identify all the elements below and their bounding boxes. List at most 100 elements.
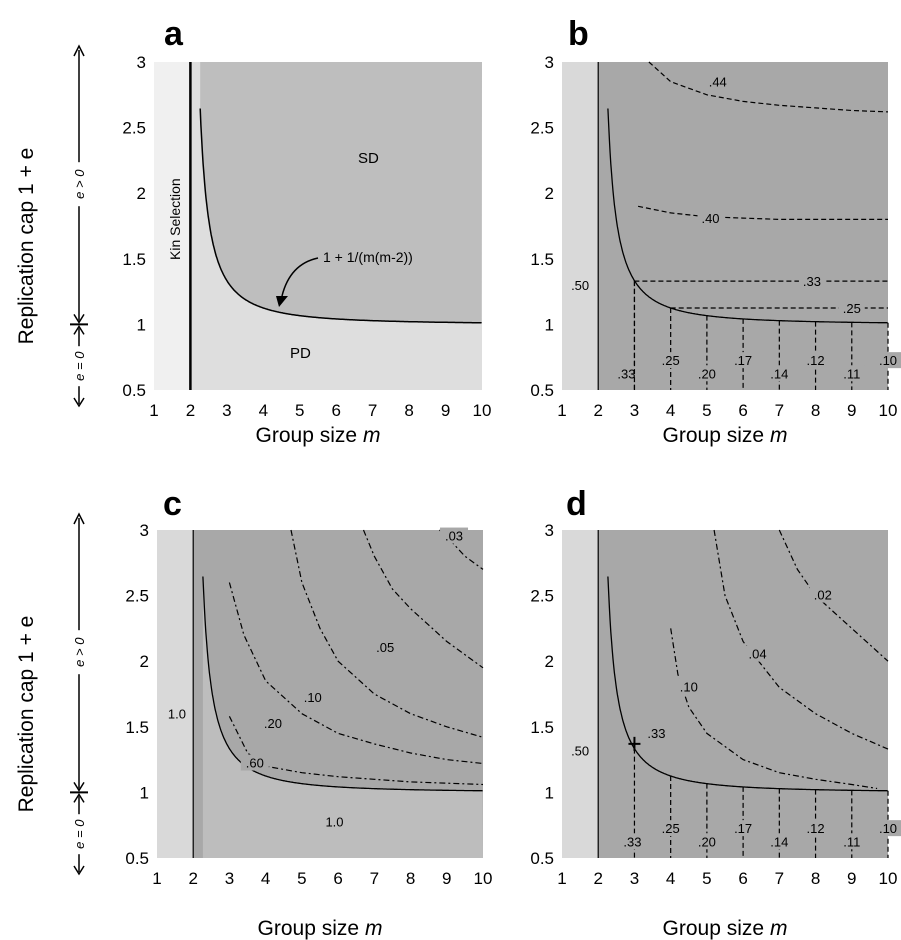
x-tick-label: 5 [297,869,306,888]
x-tick-label: 3 [630,869,639,888]
vertical-label-bg [730,352,757,369]
x-tick-label: 5 [702,869,711,888]
y-tick-label: 2 [137,184,146,203]
contour-label-bg [744,645,771,662]
x-tick-label: 1 [149,401,158,420]
contour-label-bg [440,527,469,544]
y-tick-label: 2.5 [125,587,149,606]
panel-label-d: d [566,485,587,523]
contour-label: .03 [445,529,463,544]
boundary-curve-b [607,108,888,324]
contour-label-bg [258,715,287,732]
plot-d-background [562,530,888,858]
formula-arrow-head [276,296,288,307]
x-tick-label: 4 [666,869,675,888]
x-tick-label: 8 [404,401,413,420]
x-tick-label: 9 [441,401,450,420]
lower-region-label: 1.0 [325,814,343,829]
x-tick-label: 1 [557,401,566,420]
x-tick-label: 3 [222,401,231,420]
x-tick-label: 2 [593,401,602,420]
contour-label-bg [798,273,825,290]
panel-d: .10.04.02.33.25.20.17.14.12.11.10.33.50 … [530,485,901,940]
y-tick-label: 2.5 [530,119,554,138]
x-tick-label: 6 [738,869,747,888]
y-tick-label: 0.5 [530,849,554,868]
vertical-label: .14 [770,366,788,381]
lower-region-c [202,576,483,858]
contour-label-bg [298,688,327,705]
regime-label-bg [71,630,87,675]
vertical-label-bg [875,820,901,837]
regime-label-bg [71,162,87,207]
panel-label-c: c [163,485,182,523]
vertical-label: .25 [662,821,680,836]
left-region-label: .50 [571,743,589,758]
contour-line [228,582,484,765]
x-tick-label: 5 [702,401,711,420]
boundary-curve [199,108,482,324]
vertical-label-bg [657,352,684,369]
left-region-d [562,530,599,858]
vertical-label: .33 [623,834,641,849]
contour-line [228,716,484,786]
y-tick-label: 1.5 [125,718,149,737]
vertical-label-bg [619,833,646,850]
y-tick-label: 3 [140,521,149,540]
regime-label-upper: e > 0 [72,169,87,199]
y-tick-label: 0.5 [125,849,149,868]
contour-label-bg [838,300,865,316]
x-tick-label: 3 [630,401,639,420]
vertical-label: .20 [698,834,716,849]
contours-b: .44 .40 .33 .25 .33 .25 .20 .17 .14 .12 .11 .10 .50 [571,61,901,390]
contour-label: .05 [376,640,394,655]
y-tick-label: 2 [140,652,149,671]
panel-a: a SD PD Kin Selection 1 + 1/(m(m-2)) 1 2 3… [122,15,491,447]
x-tick-label: 10 [473,401,492,420]
x-tick-label: 5 [295,401,304,420]
x-tick-label: 7 [775,869,784,888]
contour-label-bg [704,73,731,90]
left-region-label: 1.0 [168,707,186,722]
x-tick-label: 3 [225,869,234,888]
x-tick-label: 9 [847,401,856,420]
y-tick-label: 1 [545,783,554,802]
vertical-label-bg [875,352,901,369]
x-axis-label-d: Group size m [663,917,788,940]
x-tick-label: 1 [557,869,566,888]
contour-label-bg [675,678,702,695]
regime-arrow-upper-head [73,512,85,525]
kin-selection-region [154,62,191,390]
region-label-sd: SD [358,150,379,167]
contour-label-bg [809,586,836,603]
x-tick-label: 10 [474,869,493,888]
x-tick-label: 6 [331,401,340,420]
vertical-label: .20 [698,366,716,381]
regime-arrow-lower-head [73,865,85,876]
contour-line [648,61,889,113]
region-label-kin: Kin Selection [167,178,183,260]
x-tick-label: 8 [811,401,820,420]
contours-d: .10 .04 .02 .33 .25 .20 .17 .14 .12 .11 .10 .33 .50 [571,529,901,858]
x-tick-label: 2 [188,869,197,888]
vertical-label-bg [693,365,720,382]
contour-line [290,529,484,738]
regime-label-upper: e > 0 [72,637,87,667]
vertical-label-bg [657,820,684,837]
y-tick-label: 3 [137,53,146,72]
y-tick-label: 2 [545,652,554,671]
contour-label: .40 [701,211,719,226]
x-tick-label: 2 [186,401,195,420]
contour-label-bg [697,210,724,227]
vertical-label-bg [766,365,793,382]
x-tick-label: 6 [333,869,342,888]
vertical-label-bg [802,820,829,837]
x-tick-label: 10 [879,401,898,420]
contour-label: .60 [246,756,264,771]
x-tick-label: 4 [259,401,268,420]
left-region-b [562,62,599,390]
left-region-label: .50 [571,278,589,293]
vertical-label: .14 [770,834,788,849]
